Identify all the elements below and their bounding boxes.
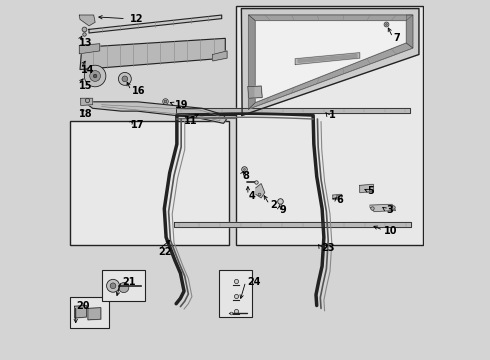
Polygon shape (333, 194, 342, 199)
Text: 7: 7 (394, 33, 400, 43)
Polygon shape (79, 15, 95, 26)
Text: 10: 10 (384, 226, 398, 236)
Text: 8: 8 (242, 171, 249, 181)
Text: 9: 9 (280, 206, 287, 216)
Circle shape (122, 76, 128, 82)
Text: 24: 24 (247, 277, 260, 287)
Polygon shape (174, 222, 411, 227)
Circle shape (84, 65, 106, 87)
Polygon shape (248, 15, 255, 109)
Text: 1: 1 (329, 111, 336, 121)
Text: 13: 13 (79, 38, 93, 48)
Polygon shape (295, 53, 360, 64)
Text: 14: 14 (81, 64, 94, 75)
Polygon shape (298, 54, 357, 62)
Polygon shape (248, 86, 262, 98)
Circle shape (90, 71, 100, 81)
Circle shape (110, 283, 116, 289)
FancyBboxPatch shape (101, 270, 145, 301)
Polygon shape (406, 15, 413, 48)
Text: 16: 16 (132, 86, 146, 96)
Circle shape (119, 283, 129, 293)
Text: 12: 12 (129, 14, 143, 24)
Circle shape (119, 72, 131, 85)
Text: 3: 3 (387, 206, 393, 216)
Polygon shape (88, 102, 226, 123)
Text: 23: 23 (321, 243, 335, 253)
Polygon shape (74, 306, 87, 318)
Text: 18: 18 (79, 109, 93, 119)
Text: 2: 2 (270, 200, 277, 210)
Text: 11: 11 (184, 116, 197, 126)
Polygon shape (176, 108, 410, 113)
Polygon shape (242, 9, 419, 116)
FancyBboxPatch shape (70, 297, 109, 328)
Polygon shape (80, 39, 225, 69)
Text: 19: 19 (175, 100, 189, 110)
Polygon shape (81, 98, 93, 105)
FancyBboxPatch shape (219, 270, 252, 317)
Polygon shape (255, 21, 406, 103)
Polygon shape (79, 44, 100, 54)
Polygon shape (213, 51, 227, 61)
FancyBboxPatch shape (70, 121, 229, 244)
Polygon shape (248, 15, 413, 109)
Text: 4: 4 (248, 191, 255, 201)
Polygon shape (89, 15, 221, 33)
Text: 17: 17 (131, 121, 145, 130)
Circle shape (107, 279, 120, 292)
Text: 6: 6 (337, 195, 343, 205)
Polygon shape (256, 184, 265, 198)
FancyBboxPatch shape (236, 6, 422, 244)
Polygon shape (370, 204, 395, 212)
Circle shape (93, 74, 97, 78)
Text: 21: 21 (122, 277, 136, 287)
Text: 5: 5 (367, 186, 374, 196)
Polygon shape (88, 308, 101, 320)
Polygon shape (360, 184, 373, 193)
Text: 15: 15 (79, 81, 93, 91)
Text: 20: 20 (76, 301, 90, 311)
Polygon shape (248, 15, 413, 21)
Text: 22: 22 (158, 247, 172, 257)
Polygon shape (248, 43, 413, 109)
